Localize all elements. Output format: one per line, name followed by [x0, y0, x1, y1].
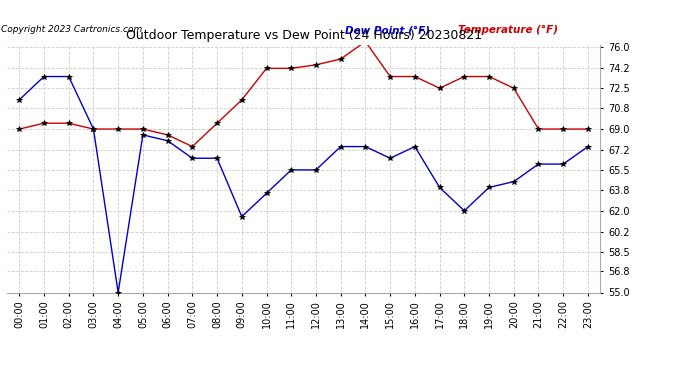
- Text: Temperature (°F): Temperature (°F): [458, 25, 558, 35]
- Text: Dew Point (°F): Dew Point (°F): [345, 25, 430, 35]
- Title: Outdoor Temperature vs Dew Point (24 Hours) 20230821: Outdoor Temperature vs Dew Point (24 Hou…: [126, 30, 482, 42]
- Text: Copyright 2023 Cartronics.com: Copyright 2023 Cartronics.com: [1, 25, 142, 34]
